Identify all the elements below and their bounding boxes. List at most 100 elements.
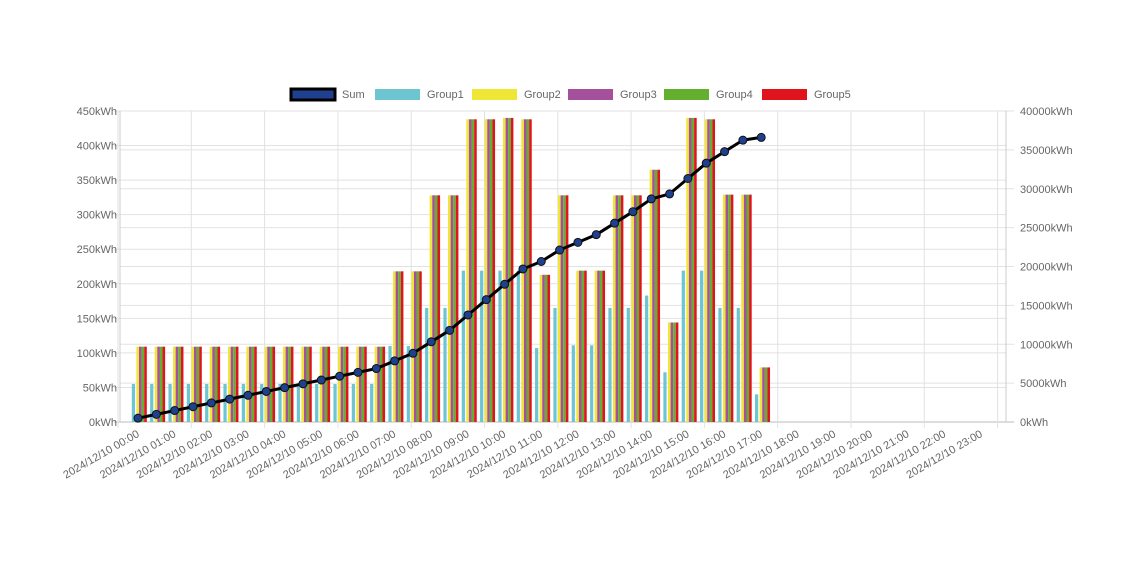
- bar-group4: [709, 119, 713, 422]
- legend[interactable]: Sum Group1 Group2 Group3 Group4 Group5: [289, 87, 851, 102]
- bar-group1: [315, 383, 319, 422]
- bar-group5: [290, 346, 294, 422]
- bar-group2: [539, 274, 543, 422]
- left-tick-label: 350kWh: [77, 175, 117, 187]
- bar-group5: [235, 346, 239, 422]
- bar-group5: [584, 270, 587, 422]
- legend-label: Group1: [427, 89, 464, 101]
- sum-point: [408, 348, 418, 358]
- bar-group3: [688, 117, 692, 423]
- right-tick-label: 20000kWh: [1020, 262, 1073, 274]
- bar-group4: [233, 346, 236, 422]
- bar-group5: [272, 346, 276, 422]
- legend-item-group5[interactable]: Group5: [762, 89, 851, 101]
- bar-group2: [191, 346, 194, 422]
- legend-item-group3[interactable]: Group3: [568, 89, 657, 101]
- bar-group5: [492, 119, 496, 422]
- bar-group1: [736, 307, 740, 422]
- bar-group4: [728, 194, 731, 422]
- legend-swatch: [568, 89, 613, 100]
- sum-point: [591, 230, 601, 240]
- legend-swatch: [375, 89, 420, 100]
- bar-group3: [560, 195, 564, 422]
- bar-group5: [602, 270, 606, 422]
- bar-group2: [722, 194, 726, 422]
- bar-group1: [461, 270, 465, 422]
- bar-group4: [214, 346, 218, 422]
- bar-group4: [269, 346, 273, 422]
- bar-group3: [139, 346, 142, 422]
- right-tick-label: 15000kWh: [1020, 300, 1073, 312]
- bar-group2: [631, 195, 634, 422]
- sum-point: [151, 409, 161, 419]
- bar-group4: [343, 346, 346, 422]
- left-tick-label: 100kWh: [77, 348, 117, 360]
- bar-group3: [633, 195, 637, 422]
- bar-group4: [416, 271, 420, 422]
- bar-group4: [691, 117, 695, 423]
- bar-group4: [581, 270, 585, 422]
- bar-group1: [681, 270, 685, 422]
- bar-group1: [498, 270, 502, 422]
- bar-group4: [764, 367, 768, 422]
- bar-group3: [413, 271, 417, 422]
- bar-group4: [159, 346, 163, 422]
- sum-point: [206, 398, 216, 408]
- bar-group5: [419, 271, 422, 422]
- bar-group3: [762, 367, 765, 422]
- sum-point: [390, 356, 400, 366]
- bar-group2: [338, 346, 341, 422]
- bar-group1: [278, 383, 282, 422]
- bar-group4: [746, 194, 750, 422]
- bar-group1: [241, 383, 245, 422]
- bar-group5: [382, 346, 386, 422]
- bar-group1: [718, 307, 722, 422]
- sum-point: [445, 325, 455, 335]
- sum-point: [188, 402, 198, 412]
- bar-group4: [654, 169, 658, 422]
- bar-group3: [175, 346, 179, 422]
- bar-group2: [576, 270, 579, 422]
- bar-group1: [663, 372, 667, 422]
- legend-item-sum[interactable]: Sum: [289, 87, 365, 102]
- sum-point: [756, 132, 766, 142]
- bar-group5: [327, 346, 331, 422]
- bar-group2: [686, 117, 689, 423]
- bar-group2: [741, 194, 744, 422]
- bar-group4: [526, 119, 530, 422]
- bar-group4: [618, 195, 621, 422]
- bar-group2: [448, 195, 451, 422]
- bar-group3: [670, 322, 674, 422]
- legend-swatch: [762, 89, 807, 100]
- legend-label: Group2: [524, 89, 561, 101]
- bar-group5: [217, 346, 221, 422]
- bar-group5: [730, 194, 734, 422]
- bar-group1: [755, 394, 759, 422]
- legend-item-group2[interactable]: Group2: [472, 89, 561, 101]
- sum-point: [536, 257, 546, 267]
- bar-group2: [466, 119, 469, 422]
- legend-label: Group4: [716, 89, 753, 101]
- bar-group5: [455, 195, 459, 422]
- right-tick-label: 35000kWh: [1020, 145, 1073, 157]
- bar-group1: [406, 345, 410, 422]
- bar-group1: [186, 383, 190, 422]
- bar-group4: [251, 346, 255, 422]
- bar-group3: [652, 169, 655, 422]
- bar-group5: [180, 346, 184, 422]
- bar-group4: [544, 274, 548, 422]
- legend-item-group4[interactable]: Group4: [664, 89, 753, 101]
- right-tick-label: 25000kWh: [1020, 223, 1073, 235]
- legend-item-group1[interactable]: Group1: [375, 89, 464, 101]
- bar-group1: [700, 270, 704, 422]
- sum-point: [646, 194, 656, 204]
- bar-group3: [432, 195, 435, 422]
- bar-group5: [694, 117, 697, 423]
- bar-group1: [443, 307, 447, 422]
- bar-group2: [704, 119, 708, 422]
- sum-point: [316, 375, 326, 385]
- sum-point: [335, 371, 345, 381]
- bar-group2: [667, 322, 671, 422]
- bar-group5: [162, 346, 166, 422]
- sum-point: [243, 390, 253, 400]
